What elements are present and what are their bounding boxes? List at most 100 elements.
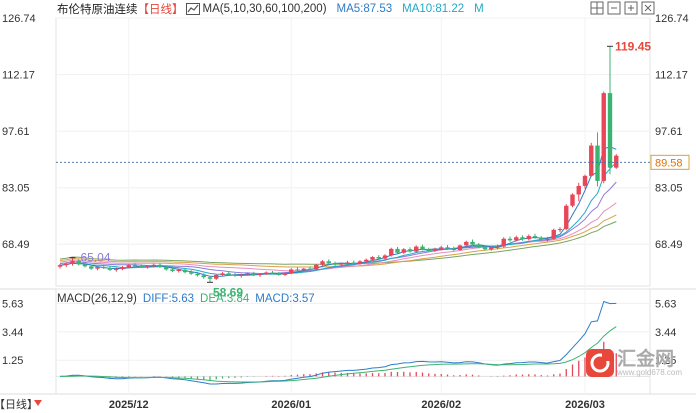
candle-body[interactable] <box>307 268 313 270</box>
candle[interactable] <box>382 254 388 260</box>
period-badge[interactable]: 【日线】 <box>0 397 42 411</box>
candle-body[interactable] <box>332 263 338 265</box>
candle-body[interactable] <box>501 238 506 247</box>
ma-more-link[interactable]: M <box>474 3 484 15</box>
candle[interactable] <box>282 272 288 277</box>
candle-body[interactable] <box>214 274 219 279</box>
candle-body[interactable] <box>157 264 163 268</box>
candle[interactable] <box>432 247 438 252</box>
candle[interactable] <box>264 271 269 275</box>
candle[interactable] <box>426 247 431 253</box>
candle[interactable] <box>564 204 569 231</box>
candle-body[interactable] <box>201 275 206 278</box>
candle-body[interactable] <box>232 274 238 276</box>
candle[interactable] <box>526 234 531 241</box>
candle[interactable] <box>595 132 600 187</box>
candle[interactable] <box>126 264 131 269</box>
close-icon[interactable] <box>641 1 655 15</box>
candle-body[interactable] <box>239 274 244 276</box>
candle-body[interactable] <box>132 265 138 267</box>
candle[interactable] <box>157 263 163 268</box>
candle[interactable] <box>476 243 481 249</box>
candle-body[interactable] <box>457 245 463 251</box>
candle-body[interactable] <box>339 263 344 265</box>
candle[interactable] <box>201 273 206 279</box>
candle-body[interactable] <box>607 93 613 168</box>
candle[interactable] <box>407 247 413 253</box>
candle-body[interactable] <box>357 261 363 265</box>
candle-body[interactable] <box>76 260 81 265</box>
candle-body[interactable] <box>195 273 200 276</box>
candle-body[interactable] <box>139 265 144 268</box>
candle[interactable] <box>507 236 513 242</box>
candle[interactable] <box>270 271 275 275</box>
candle-body[interactable] <box>182 269 188 273</box>
candle-body[interactable] <box>207 277 213 279</box>
candle-body[interactable] <box>445 247 450 249</box>
candle[interactable] <box>76 259 81 266</box>
candle-body[interactable] <box>257 274 263 276</box>
candle[interactable] <box>101 264 106 270</box>
candle[interactable] <box>439 245 444 251</box>
candle-body[interactable] <box>382 255 388 259</box>
zoom-in-icon[interactable] <box>624 1 638 15</box>
candle-body[interactable] <box>526 236 531 240</box>
candle[interactable] <box>295 267 300 272</box>
candle-body[interactable] <box>189 272 194 274</box>
candle-body[interactable] <box>164 267 169 270</box>
candle-body[interactable] <box>395 248 400 253</box>
candle[interactable] <box>64 262 69 268</box>
candle[interactable] <box>601 91 606 184</box>
candle-body[interactable] <box>70 260 75 264</box>
candle-body[interactable] <box>514 237 519 241</box>
candle-body[interactable] <box>170 269 175 272</box>
candle-body[interactable] <box>532 236 538 238</box>
indicator-settings-icon[interactable] <box>185 3 200 15</box>
candle[interactable] <box>401 248 406 254</box>
candle-body[interactable] <box>389 248 394 256</box>
candle-body[interactable] <box>57 265 63 267</box>
candle-body[interactable] <box>264 272 269 275</box>
candle[interactable] <box>107 266 113 272</box>
candle[interactable] <box>145 265 150 269</box>
candle-body[interactable] <box>601 93 606 181</box>
candle-body[interactable] <box>107 267 113 270</box>
candle[interactable] <box>170 267 175 273</box>
candle-body[interactable] <box>326 261 331 264</box>
candle-body[interactable] <box>295 269 300 271</box>
candle[interactable] <box>164 265 169 271</box>
candle[interactable] <box>370 256 375 261</box>
candle[interactable] <box>451 246 456 252</box>
candle-body[interactable] <box>151 264 156 267</box>
candle[interactable] <box>245 272 250 276</box>
candle-body[interactable] <box>89 266 94 269</box>
candle-body[interactable] <box>564 205 569 230</box>
ma-indicator-label[interactable]: MA(5,10,30,60,100,200) <box>202 3 327 15</box>
candle[interactable] <box>339 262 344 267</box>
candle-body[interactable] <box>401 249 406 253</box>
candle[interactable] <box>414 245 419 253</box>
candle[interactable] <box>239 273 244 278</box>
candle-body[interactable] <box>451 248 456 251</box>
candle-body[interactable] <box>320 261 325 265</box>
candle[interactable] <box>364 258 369 263</box>
candle-body[interactable] <box>570 194 575 206</box>
candle-body[interactable] <box>407 249 413 252</box>
candle[interactable] <box>214 274 219 280</box>
candle[interactable] <box>320 260 325 266</box>
candle[interactable] <box>195 271 200 277</box>
candle[interactable] <box>520 235 525 241</box>
candle[interactable] <box>139 264 144 268</box>
candle[interactable] <box>220 272 225 277</box>
candle[interactable] <box>82 262 88 268</box>
candle[interactable] <box>151 263 156 268</box>
candle[interactable] <box>89 264 94 270</box>
candle-body[interactable] <box>539 237 544 240</box>
candle[interactable] <box>576 182 581 202</box>
candle[interactable] <box>226 271 231 276</box>
candle[interactable] <box>95 265 100 271</box>
candle[interactable] <box>457 244 463 251</box>
candle[interactable] <box>276 272 281 276</box>
candle[interactable] <box>539 236 544 242</box>
